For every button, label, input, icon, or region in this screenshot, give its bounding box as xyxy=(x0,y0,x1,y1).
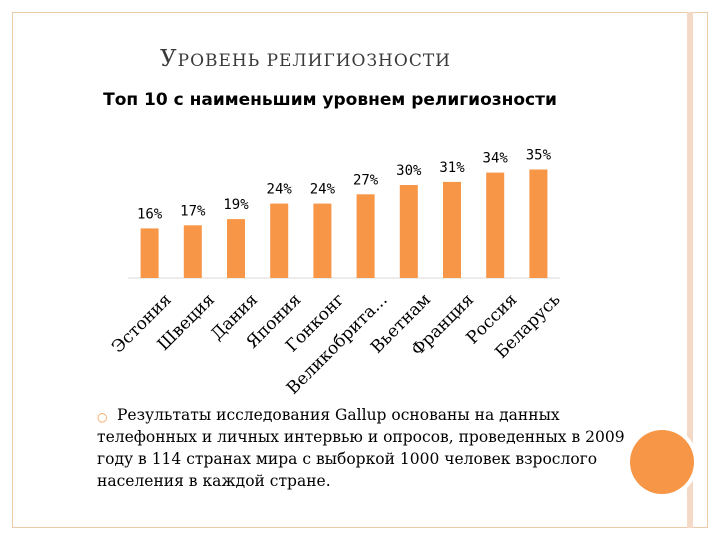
bar-0 xyxy=(140,228,159,278)
data-label-1: 17% xyxy=(180,203,206,219)
decorative-strip xyxy=(687,12,693,528)
circle-bullet-icon: ○ xyxy=(97,410,108,424)
bar-7 xyxy=(443,181,461,278)
bar-5 xyxy=(356,194,375,278)
bar-9 xyxy=(529,169,548,278)
accent-circle xyxy=(630,430,694,494)
bar-1 xyxy=(183,225,202,278)
slide-frame xyxy=(12,12,708,528)
bar-6 xyxy=(399,185,418,278)
data-label-3: 24% xyxy=(267,182,293,198)
bar-2 xyxy=(227,219,245,278)
data-label-7: 31% xyxy=(439,160,465,176)
bar-4 xyxy=(313,203,332,278)
slide-title: УРОВЕНЬ РЕЛИГИОЗНОСТИ xyxy=(160,46,451,72)
data-label-2: 19% xyxy=(223,197,249,213)
data-label-4: 24% xyxy=(310,182,336,198)
data-label-6: 30% xyxy=(396,163,422,179)
data-label-0: 16% xyxy=(137,206,163,222)
data-label-8: 34% xyxy=(483,151,509,167)
chart-title: Топ 10 с наименьшим уровнем религиозност… xyxy=(103,90,557,110)
bar-3 xyxy=(270,203,289,278)
data-label-5: 27% xyxy=(353,172,379,188)
data-label-9: 35% xyxy=(526,148,552,164)
body-text: Результаты исследования Gallup основаны … xyxy=(97,406,625,490)
bar-8 xyxy=(486,172,505,278)
